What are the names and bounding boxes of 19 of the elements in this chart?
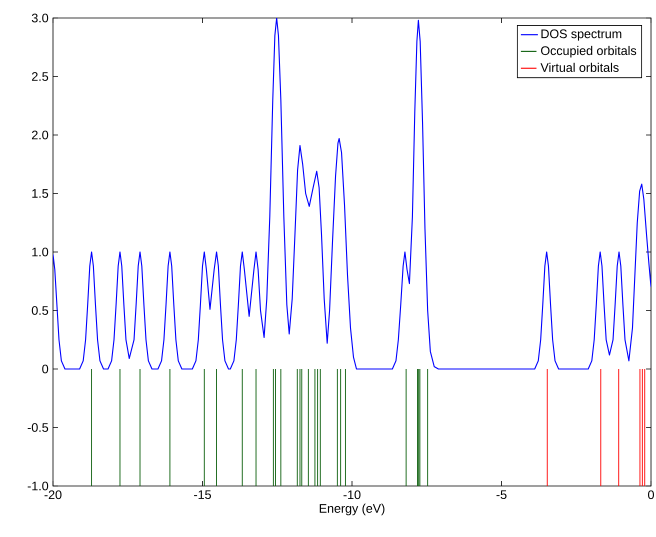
legend-label: Occupied orbitals — [541, 46, 636, 58]
x-tick-label: -20 — [44, 490, 62, 500]
y-tick-label: -1.0 — [28, 482, 48, 490]
x-tick-label: -10 — [344, 490, 361, 500]
y-tick-label: 2.0 — [32, 130, 48, 140]
y-tick-label: 3.0 — [32, 14, 48, 22]
legend-label: DOS spectrum — [541, 29, 622, 41]
x-axis-title: Energy (eV) — [320, 504, 384, 516]
y-tick-label: 2.5 — [32, 72, 48, 81]
x-tick-label: 0 — [648, 490, 654, 500]
y-tick-label: 0 — [42, 364, 48, 374]
line-series — [53, 18, 652, 370]
x-tick-label: -15 — [194, 490, 211, 500]
x-tick-label: -5 — [496, 490, 507, 500]
y-tick-label: 0.5 — [32, 306, 48, 315]
y-tick-label: -0.5 — [28, 423, 48, 432]
y-tick-label: 1.5 — [32, 189, 48, 198]
y-tick-label: 1.0 — [32, 248, 48, 256]
legend-label: Virtual orbitals — [540, 62, 619, 72]
